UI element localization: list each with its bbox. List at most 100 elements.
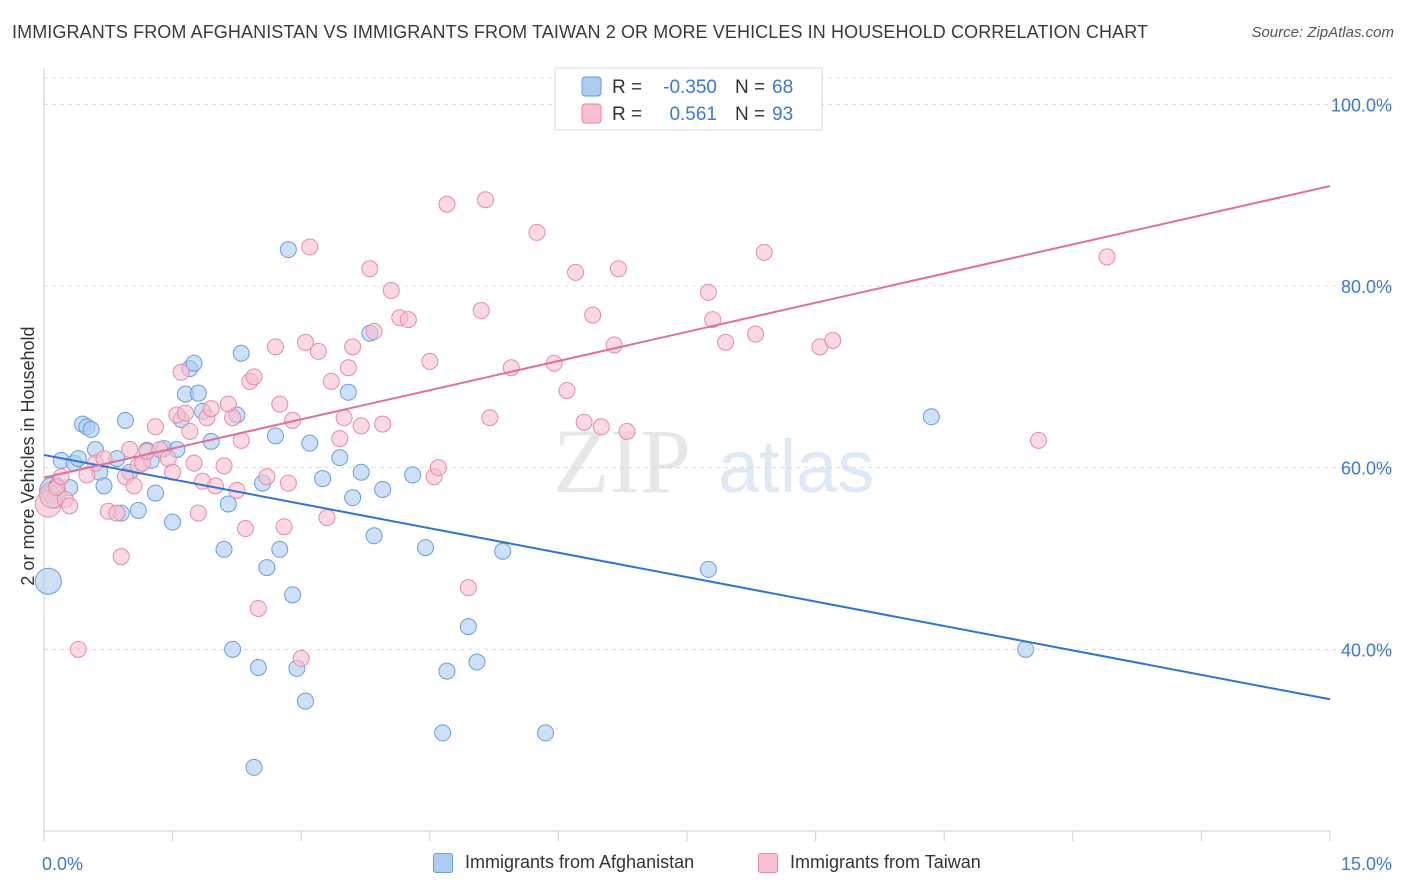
point-taiwan	[575, 413, 593, 431]
point-afghanistan	[1017, 640, 1035, 658]
stats-n-value-taiwan: 93	[772, 104, 793, 125]
legend-item-taiwan[interactable]: Immigrants from Taiwan	[758, 852, 981, 873]
point-taiwan	[279, 474, 297, 492]
point-afghanistan	[164, 513, 182, 531]
point-taiwan	[292, 649, 310, 667]
point-taiwan	[717, 333, 735, 351]
legend-label-taiwan: Immigrants from Taiwan	[790, 852, 981, 872]
point-taiwan	[755, 243, 773, 261]
point-afghanistan	[404, 466, 422, 484]
point-afghanistan	[146, 484, 164, 502]
point-afghanistan	[189, 384, 207, 402]
point-taiwan	[318, 509, 336, 527]
point-taiwan	[172, 363, 190, 381]
stats-n-label-taiwan: N =	[735, 104, 765, 125]
stats-r-value-taiwan: 0.561	[669, 104, 717, 125]
point-taiwan	[459, 579, 477, 597]
point-taiwan	[747, 325, 765, 343]
point-afghanistan	[266, 427, 284, 445]
point-taiwan	[309, 342, 327, 360]
point-taiwan	[429, 459, 447, 477]
point-afghanistan	[331, 449, 349, 467]
point-taiwan	[609, 260, 627, 278]
point-afghanistan	[494, 542, 512, 560]
point-afghanistan	[95, 477, 113, 495]
point-afghanistan	[344, 489, 362, 507]
point-afghanistan	[339, 383, 357, 401]
watermark-atlas: atlas	[718, 425, 874, 508]
point-taiwan	[176, 404, 194, 422]
legend-label-afghanistan: Immigrants from Afghanistan	[465, 852, 695, 872]
point-taiwan	[421, 352, 439, 370]
point-afghanistan	[219, 495, 237, 513]
point-taiwan	[112, 548, 130, 566]
point-taiwan	[361, 260, 379, 278]
point-taiwan	[699, 283, 717, 301]
point-afghanistan	[374, 480, 392, 498]
point-afghanistan	[314, 470, 332, 488]
points-layer	[34, 191, 1116, 776]
point-taiwan	[528, 223, 546, 241]
point-taiwan	[438, 195, 456, 213]
point-taiwan	[296, 333, 314, 351]
y-tick-labels: 40.0% 60.0% 80.0% 100.0%	[1331, 95, 1392, 660]
point-afghanistan	[296, 692, 314, 710]
point-taiwan	[61, 497, 79, 515]
point-taiwan	[146, 418, 164, 436]
point-afghanistan	[129, 501, 147, 519]
trendline-afghanistan	[43, 453, 1331, 701]
legend-swatch-taiwan	[758, 852, 778, 873]
point-afghanistan	[271, 540, 289, 558]
source-credit: Source: ZipAtlas.com	[1251, 24, 1394, 41]
point-afghanistan	[116, 411, 134, 429]
point-afghanistan	[34, 567, 62, 595]
point-taiwan	[245, 368, 263, 386]
y-tick-label-40: 40.0%	[1341, 640, 1392, 660]
point-taiwan	[339, 359, 357, 377]
point-taiwan	[202, 400, 220, 418]
watermark: ZIP atlas	[553, 410, 874, 512]
point-afghanistan	[258, 559, 276, 577]
point-taiwan	[824, 332, 842, 349]
point-afghanistan	[352, 463, 370, 481]
point-taiwan	[181, 422, 199, 440]
point-afghanistan	[459, 618, 477, 636]
point-afghanistan	[284, 586, 302, 604]
point-afghanistan	[922, 408, 940, 426]
legend-item-afghanistan[interactable]: Immigrants from Afghanistan	[433, 852, 694, 873]
legend-swatch-afghanistan	[433, 852, 453, 873]
x-tick-label-max: 15.0%	[1341, 854, 1392, 874]
point-taiwan	[477, 191, 495, 209]
point-taiwan	[584, 306, 602, 324]
point-taiwan	[592, 418, 610, 436]
point-afghanistan	[69, 450, 87, 468]
point-taiwan	[266, 338, 284, 356]
point-taiwan	[271, 395, 289, 413]
trend-layer	[43, 185, 1331, 701]
y-tick-label-60: 60.0%	[1341, 459, 1392, 479]
stats-r-label-afghanistan: R =	[612, 77, 642, 98]
point-taiwan	[399, 311, 417, 329]
trendline-taiwan	[43, 185, 1331, 479]
point-taiwan	[472, 302, 490, 320]
point-afghanistan	[365, 527, 383, 545]
point-afghanistan	[224, 640, 242, 658]
point-taiwan	[365, 322, 383, 340]
point-taiwan	[189, 504, 207, 522]
point-afghanistan	[699, 560, 717, 578]
point-taiwan	[567, 263, 585, 281]
point-taiwan	[125, 477, 143, 495]
point-afghanistan	[82, 421, 100, 439]
point-taiwan	[215, 457, 233, 475]
point-taiwan	[121, 441, 139, 458]
point-taiwan	[481, 409, 499, 427]
y-tick-label-80: 80.0%	[1341, 277, 1392, 297]
point-taiwan	[558, 381, 576, 399]
stats-legend-swatch-afghanistan	[581, 76, 602, 97]
point-taiwan	[236, 520, 254, 538]
point-afghanistan	[232, 344, 250, 362]
point-taiwan	[382, 282, 400, 300]
point-afghanistan	[245, 758, 263, 776]
point-taiwan	[275, 518, 293, 536]
